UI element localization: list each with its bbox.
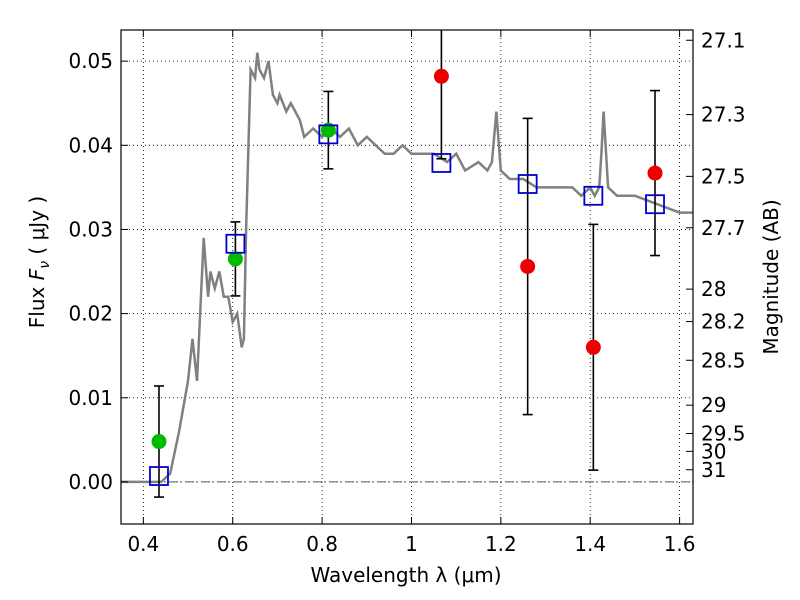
blue-square-point xyxy=(583,185,604,206)
red-point xyxy=(433,68,449,84)
y2-tick-label: 28.2 xyxy=(701,310,746,334)
y-axis-label-lead: Flux xyxy=(25,280,49,328)
y2-tick-label: 28.5 xyxy=(701,348,746,372)
red-point xyxy=(647,165,663,181)
y-tick-label: 0.00 xyxy=(68,470,113,494)
y2-tick-label: 27.1 xyxy=(701,28,746,52)
green-point xyxy=(227,251,243,267)
blue-square-point xyxy=(318,124,339,145)
y-axis-label: Flux Fν ( μJy ) xyxy=(25,196,53,328)
green-point xyxy=(151,434,167,450)
x-tick-label: 1.2 xyxy=(485,532,517,556)
y2-tick-label: 27.5 xyxy=(701,164,746,188)
x-tick-label: 1.4 xyxy=(574,532,606,556)
y2-tick-label: 31 xyxy=(701,458,726,482)
y-tick-label: 0.02 xyxy=(68,302,113,326)
y2-tick-label: 30 xyxy=(701,439,726,463)
y2-axis-label: Magnitude (AB) xyxy=(759,199,783,354)
x-tick-label: 0.6 xyxy=(217,532,249,556)
plot-frame xyxy=(120,29,694,525)
x-tick-label: 1.6 xyxy=(664,532,696,556)
blue-square-point xyxy=(225,233,246,254)
green-point xyxy=(320,122,336,138)
x-axis-label: Wavelength λ (μm) xyxy=(310,563,501,587)
y2-tick-label: 29 xyxy=(701,393,726,417)
blue-square-point xyxy=(645,194,665,215)
axis-ticks: 0.4 0.6 0.8 1 1.2 1.4 1.6 0.00 0.01 0.02 0.03 0.04 0… xyxy=(68,28,745,556)
y2-tick-label: 27.7 xyxy=(701,216,746,240)
y2-tick-label: 29.5 xyxy=(701,421,746,445)
y-axis-label-subscript: ν xyxy=(37,261,53,269)
y-axis-label-symbol: F xyxy=(25,268,49,280)
y2-tick-label: 27.3 xyxy=(701,103,746,127)
blue-square-point xyxy=(517,174,538,194)
y-tick-label: 0.05 xyxy=(68,49,113,73)
y-tick-label: 0.03 xyxy=(68,217,113,241)
y2-tick-label: 28 xyxy=(701,277,726,301)
y-tick-label: 0.04 xyxy=(68,133,113,157)
blue-square-point xyxy=(149,466,169,486)
model-spectrum-line xyxy=(121,52,693,484)
red-point xyxy=(585,339,601,355)
blue-square-point xyxy=(431,153,452,173)
x-tick-label: 1 xyxy=(405,532,418,556)
y-tick-label: 0.01 xyxy=(68,386,113,410)
x-tick-label: 0.4 xyxy=(127,532,159,556)
data-markers xyxy=(149,68,665,486)
y-axis-label-units: ( μJy ) xyxy=(25,196,49,261)
red-point xyxy=(520,258,536,274)
x-tick-label: 0.8 xyxy=(306,532,338,556)
